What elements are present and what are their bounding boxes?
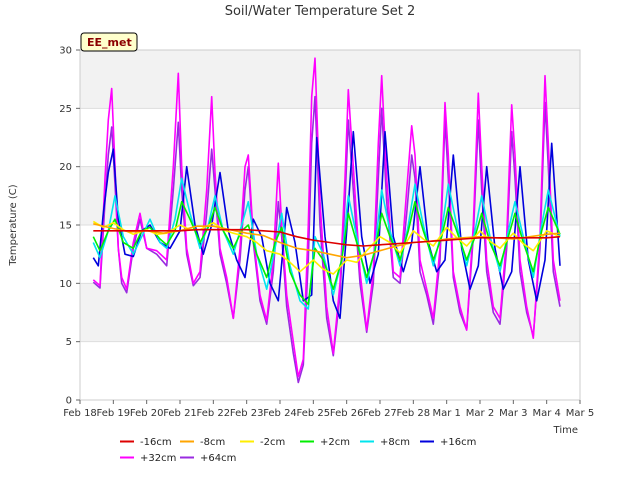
x-tick-label: Mar 1 [432, 408, 460, 419]
y-tick-label: 25 [59, 104, 72, 115]
y-tick-label: 30 [59, 46, 72, 57]
x-tick-label: Feb 19 [97, 408, 131, 419]
band [80, 166, 580, 225]
y-tick-label: 10 [59, 279, 72, 290]
station-badge: EE_met [80, 32, 138, 52]
y-axis-label: Temperature (C) [8, 184, 19, 266]
band [80, 50, 580, 109]
y-tick-label: 0 [66, 396, 72, 407]
legend-label: -16cm [140, 437, 172, 448]
legend-label: +32cm [140, 453, 176, 464]
x-tick-label: Feb 22 [197, 408, 231, 419]
x-tick-label: Mar 2 [466, 408, 494, 419]
x-tick-label: Feb 25 [297, 408, 331, 419]
legend-label: -2cm [260, 437, 285, 448]
x-axis-ticks: Feb 18 Feb 19 Feb 20 Feb 21 Feb 22 Feb 23 Feb … [63, 400, 594, 419]
x-tick-label: Feb 23 [230, 408, 264, 419]
legend-label: -8cm [200, 437, 225, 448]
x-tick-label: Feb 24 [263, 408, 297, 419]
x-tick-label: Feb 27 [363, 408, 397, 419]
series-line-minus16cm [93, 228, 561, 247]
x-tick-label: Feb 18 [63, 408, 97, 419]
x-tick-label: Feb 28 [397, 408, 431, 419]
x-tick-label: Mar 3 [499, 408, 527, 419]
legend-label: +16cm [440, 437, 476, 448]
series-line-plus64cm [92, 95, 561, 384]
y-tick-label: 20 [59, 162, 72, 173]
chart-title: Soil/Water Temperature Set 2 [225, 4, 416, 19]
legend: -16cm -8cm -2cm +2cm +8cm +16cm +32cm +64cm [120, 437, 476, 464]
y-tick-label: 15 [59, 221, 72, 232]
x-tick-label: Mar 5 [566, 408, 594, 419]
y-tick-label: 5 [66, 337, 72, 348]
station-badge-box [80, 32, 138, 52]
series-line-plus2cm [92, 200, 561, 306]
x-tick-label: Feb 21 [163, 408, 197, 419]
x-tick-label: Mar 4 [532, 408, 560, 419]
legend-label: +8cm [380, 437, 410, 448]
background-bands [80, 50, 580, 342]
y-axis-ticks: 0 5 10 15 20 25 30 [59, 46, 80, 407]
series-layer [92, 57, 561, 384]
station-badge-text: EE_met [87, 36, 132, 49]
legend-label: +2cm [320, 437, 350, 448]
x-tick-label: Feb 26 [330, 408, 364, 419]
x-axis-label: Time [553, 425, 578, 436]
legend-label: +64cm [200, 453, 236, 464]
x-tick-label: Feb 20 [130, 408, 164, 419]
